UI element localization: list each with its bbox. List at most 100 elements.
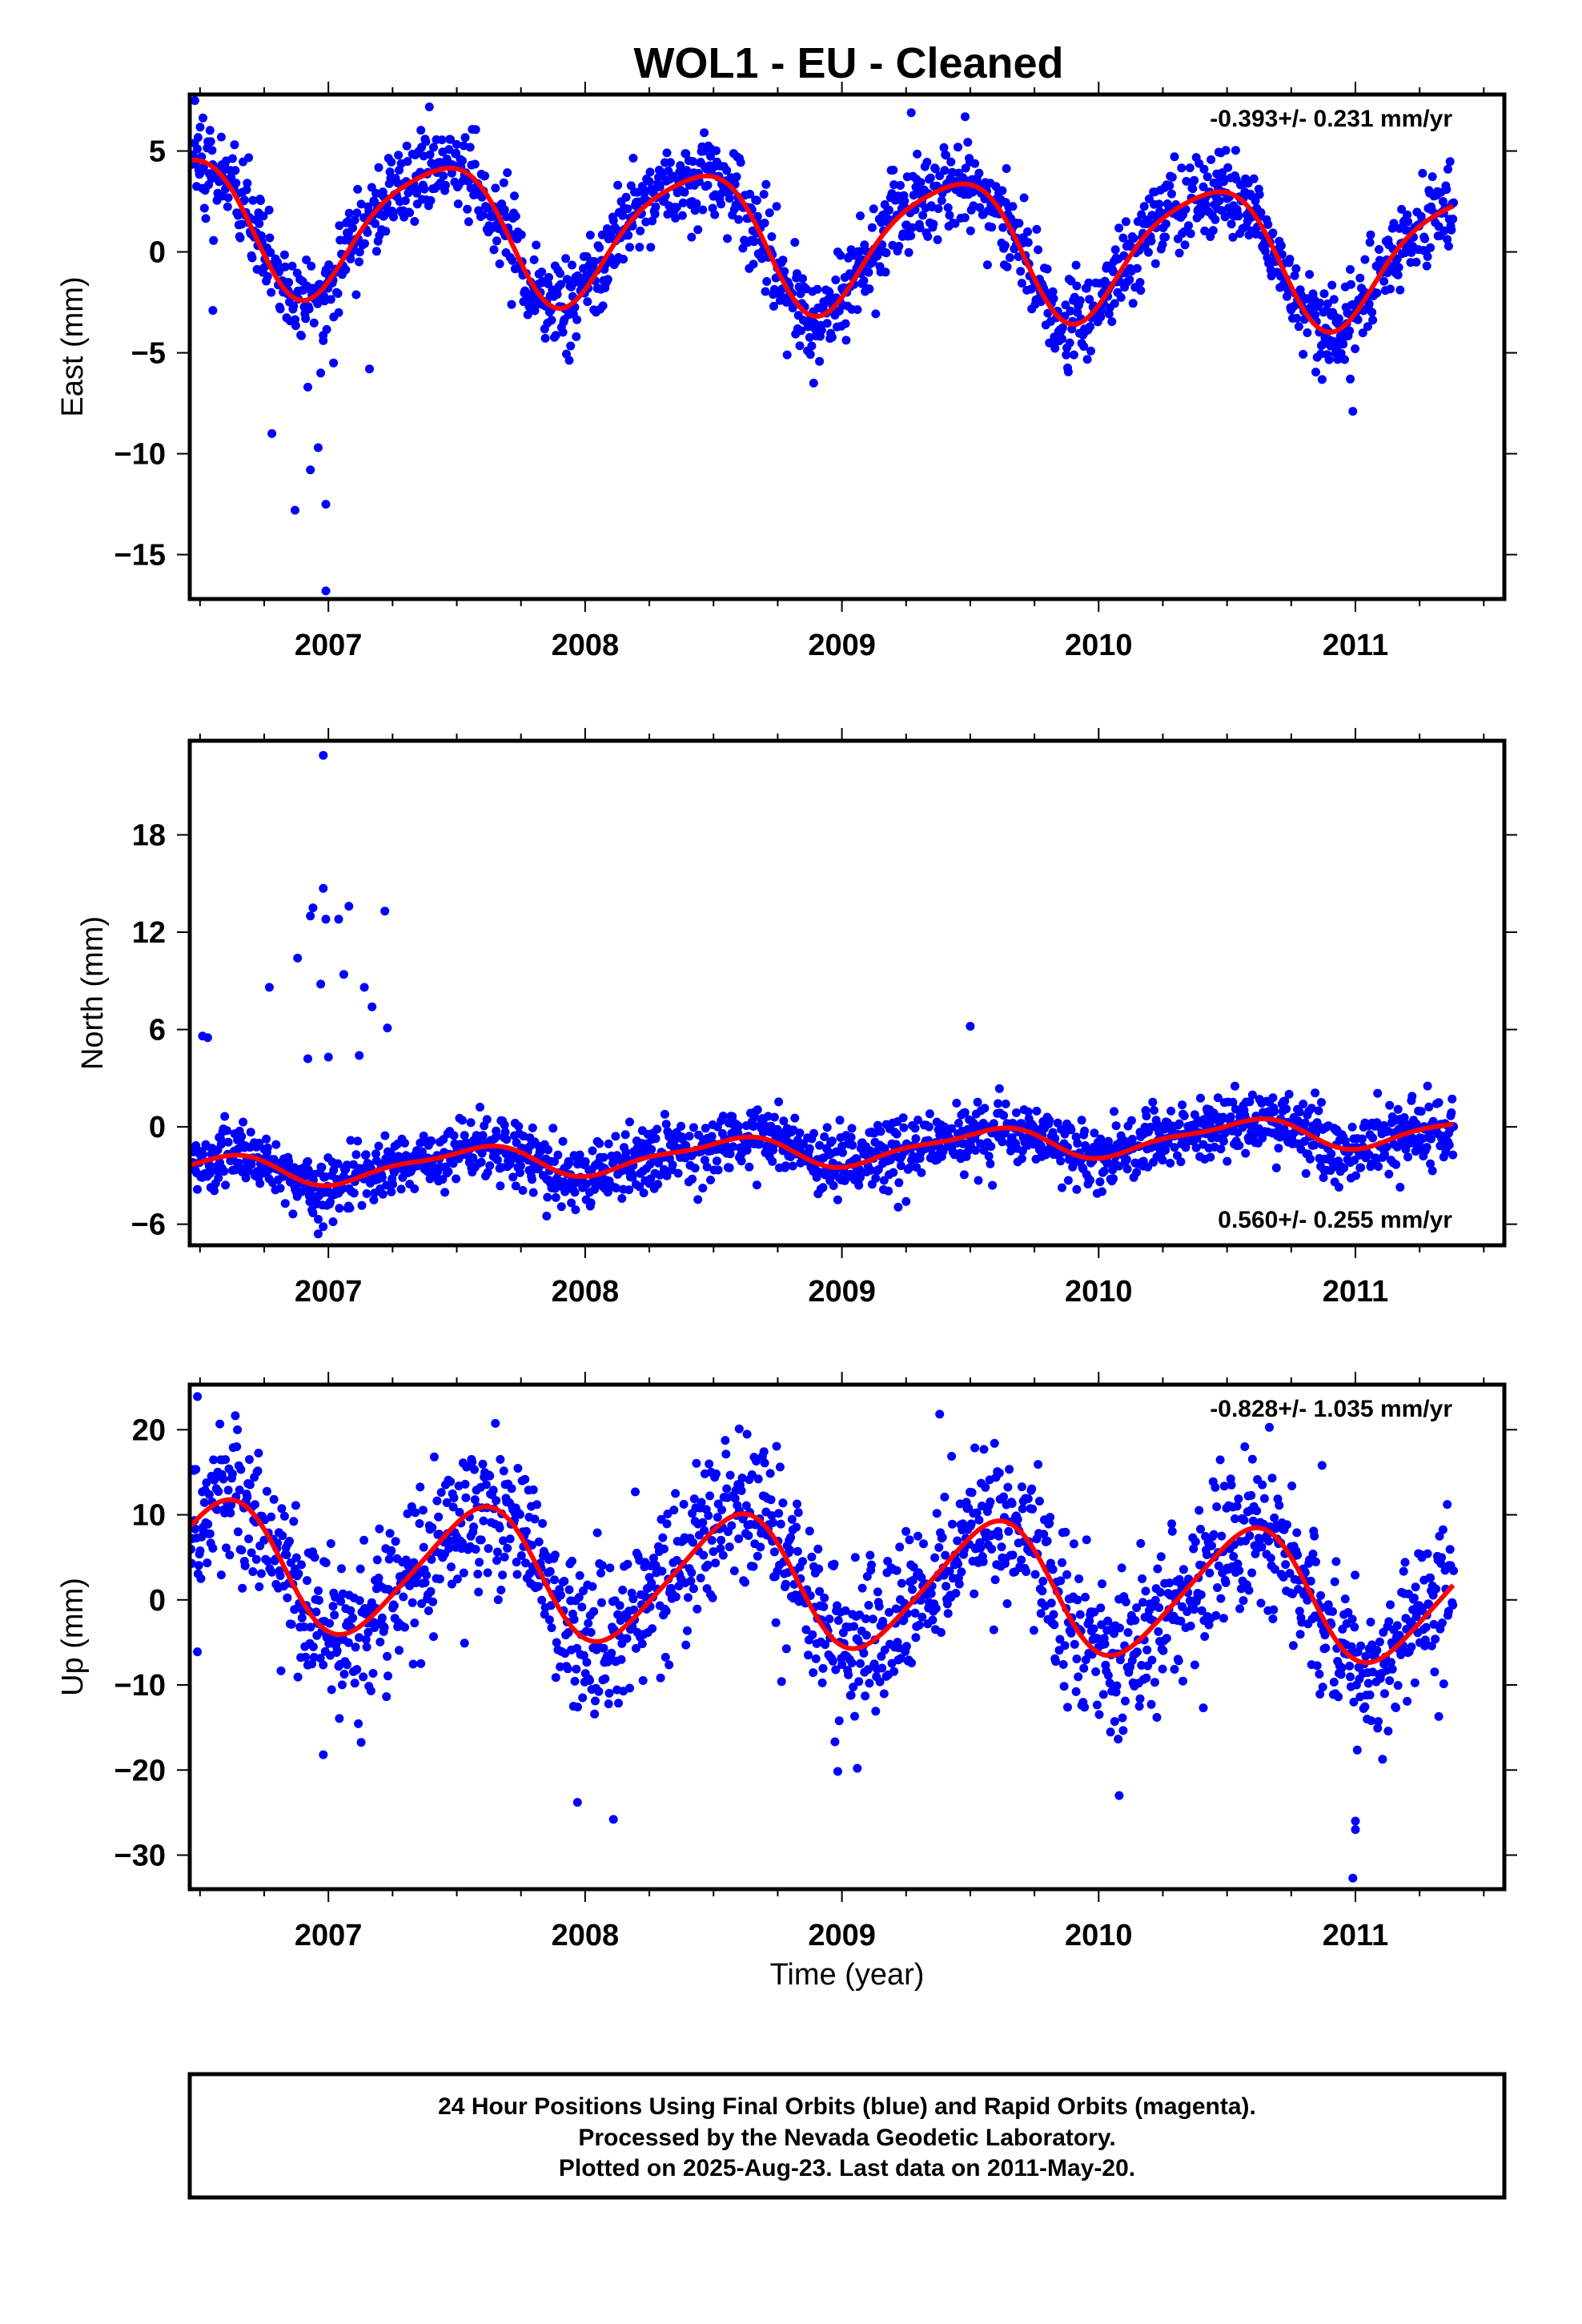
data-point — [1442, 185, 1452, 195]
data-point — [1142, 1673, 1151, 1683]
data-point — [460, 1131, 469, 1140]
data-point — [846, 1691, 856, 1700]
data-point — [1255, 190, 1264, 199]
data-point — [354, 1719, 363, 1728]
data-point — [679, 1499, 689, 1509]
data-point — [986, 1142, 996, 1152]
data-point — [321, 1558, 331, 1567]
data-point — [271, 1140, 281, 1149]
data-point — [815, 1586, 825, 1596]
data-point — [469, 1522, 479, 1532]
data-point — [429, 143, 438, 152]
data-point — [500, 205, 509, 215]
data-point — [368, 1669, 378, 1678]
data-point — [1136, 286, 1146, 296]
data-point — [594, 1687, 604, 1696]
data-point — [500, 1128, 510, 1137]
data-point — [429, 1452, 439, 1462]
data-point — [1062, 350, 1071, 360]
data-point — [665, 158, 675, 167]
data-point — [507, 1484, 516, 1494]
data-point — [586, 1198, 596, 1208]
data-point — [647, 1578, 656, 1588]
data-point — [934, 204, 943, 213]
data-point — [1086, 322, 1095, 332]
data-point — [478, 210, 488, 219]
data-point — [1177, 163, 1186, 173]
data-point — [552, 290, 562, 299]
data-point — [1096, 1134, 1106, 1144]
data-point — [792, 1522, 801, 1532]
data-point — [420, 1578, 430, 1587]
data-point — [293, 953, 303, 963]
data-point — [204, 1490, 214, 1499]
data-point — [447, 168, 456, 178]
data-point — [935, 1409, 945, 1419]
data-point — [429, 1632, 438, 1642]
data-point — [1258, 1133, 1267, 1143]
data-point — [400, 196, 410, 206]
data-point — [689, 1584, 698, 1594]
data-point — [1004, 1526, 1014, 1536]
data-point — [940, 1492, 950, 1502]
data-point — [1069, 350, 1078, 360]
y-tick-label: 12 — [132, 916, 166, 950]
data-point — [265, 233, 275, 243]
data-point — [1240, 1442, 1250, 1451]
data-point — [1426, 243, 1435, 252]
data-point — [427, 1136, 436, 1146]
data-point — [328, 1602, 338, 1611]
data-point — [239, 195, 249, 205]
data-point — [833, 1601, 841, 1610]
data-point — [307, 1659, 317, 1669]
data-point — [199, 1498, 209, 1507]
data-point — [1060, 1129, 1070, 1139]
data-point — [1036, 1609, 1046, 1618]
data-point — [516, 1161, 525, 1171]
data-point — [821, 1640, 830, 1650]
data-point — [372, 1555, 382, 1565]
plot-frame — [187, 92, 1507, 601]
data-point — [772, 1441, 781, 1451]
data-point — [954, 143, 962, 152]
data-point — [567, 1198, 576, 1208]
data-point — [329, 1165, 339, 1175]
data-point — [334, 308, 343, 317]
data-point — [595, 1139, 604, 1148]
data-point — [1045, 1116, 1054, 1125]
data-point — [661, 1652, 670, 1662]
data-point — [900, 196, 909, 206]
data-point — [1305, 1154, 1315, 1164]
data-point — [1280, 1096, 1290, 1106]
data-point — [483, 1568, 492, 1578]
data-point — [1158, 1156, 1167, 1165]
data-point — [1039, 1530, 1049, 1539]
data-point — [801, 1625, 811, 1634]
data-point — [871, 1707, 881, 1716]
data-point — [734, 1534, 744, 1543]
data-point — [1115, 1623, 1124, 1633]
data-point — [528, 1485, 538, 1494]
data-point — [1150, 1678, 1159, 1687]
data-point — [917, 1168, 926, 1177]
data-point — [950, 219, 960, 228]
data-point — [745, 189, 755, 199]
data-point — [683, 1593, 693, 1602]
data-point — [471, 125, 480, 135]
data-point — [1077, 1116, 1086, 1125]
data-point — [402, 141, 412, 151]
data-point — [1179, 1111, 1189, 1120]
data-point — [444, 145, 454, 155]
data-point — [1072, 1184, 1082, 1194]
data-point — [564, 1158, 574, 1168]
data-point — [235, 233, 245, 243]
data-point — [603, 1188, 612, 1197]
data-point — [1205, 1568, 1215, 1578]
data-point — [314, 1595, 323, 1605]
data-point — [1081, 1655, 1090, 1665]
data-point — [1161, 219, 1170, 229]
data-point — [1211, 1482, 1220, 1492]
data-point — [492, 1132, 501, 1141]
data-point — [984, 1152, 994, 1161]
data-point — [1319, 289, 1329, 299]
